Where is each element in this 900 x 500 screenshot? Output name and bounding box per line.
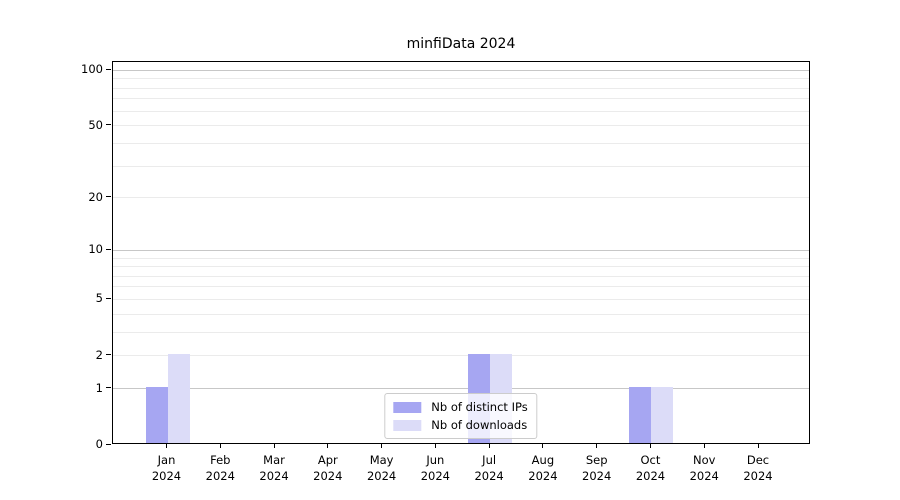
x-label-year: 2024 (259, 469, 289, 483)
y-tick-label-0: 0 (95, 437, 103, 451)
legend-label-1: Nb of downloads (431, 418, 528, 432)
x-label-month: Aug (531, 453, 555, 467)
legend: Nb of distinct IPs Nb of downloads (384, 393, 538, 439)
x-label-month: Feb (210, 453, 231, 467)
x-tick-label-Dec: Dec 2024 (743, 452, 772, 484)
gridline-y-8 (113, 266, 809, 268)
x-label-year: 2024 (420, 469, 450, 483)
x-label-month: Jun (426, 453, 445, 467)
bar-downloads-Jan (167, 353, 190, 443)
x-tick-label-Jan: Jan 2024 (152, 452, 181, 484)
x-label-month: May (369, 453, 394, 467)
x-label-year: 2024 (474, 469, 504, 483)
gridline-y-60 (113, 110, 809, 112)
y-tick-label-100: 100 (81, 62, 103, 77)
x-label-year: 2024 (151, 469, 182, 483)
x-tick-label-Sep: Sep 2024 (582, 452, 611, 484)
gridline-y-100 (113, 69, 809, 71)
gridline-y-3 (113, 331, 809, 333)
gridline-y-7 (113, 275, 809, 277)
legend-entry-0: Nb of distinct IPs (393, 400, 528, 414)
y-tick-5 (106, 297, 111, 299)
gridline-y-80 (113, 87, 809, 89)
x-label-year: 2024 (528, 469, 558, 483)
y-tick-2 (106, 354, 111, 356)
y-tick-100 (106, 68, 111, 70)
x-tick-Mar (273, 444, 275, 448)
x-tick-label-Nov: Nov 2024 (690, 452, 719, 484)
y-tick-label-5: 5 (95, 291, 103, 306)
x-tick-label-May: May 2024 (367, 452, 396, 484)
x-tick-label-Mar: Mar 2024 (259, 452, 288, 484)
x-tick-Jun (434, 444, 436, 448)
x-label-month: Apr (317, 453, 338, 467)
x-label-year: 2024 (635, 469, 666, 483)
plot-area: Nb of distinct IPs Nb of downloads (112, 61, 810, 444)
x-label-year: 2024 (689, 469, 719, 483)
x-label-month: Sep (585, 453, 608, 467)
legend-label-0: Nb of distinct IPs (431, 400, 528, 414)
gridline-y-40 (113, 142, 809, 144)
y-tick-1 (106, 387, 111, 389)
legend-entry-1: Nb of downloads (393, 418, 527, 432)
x-label-year: 2024 (366, 469, 397, 483)
y-tick-label-1: 1 (95, 380, 103, 395)
x-tick-label-Oct: Oct 2024 (636, 452, 665, 484)
x-tick-label-Jun: Jun 2024 (421, 452, 450, 484)
x-label-month: Jan (157, 453, 176, 467)
gridline-y-5 (113, 298, 809, 300)
y-tick-0 (106, 443, 111, 445)
x-tick-Jul (488, 444, 490, 448)
x-tick-Dec (757, 444, 759, 448)
x-tick-May (381, 444, 383, 448)
chart-title: minfiData 2024 (406, 36, 516, 52)
x-tick-Apr (327, 444, 329, 448)
bar-downloads-Oct (651, 386, 674, 443)
x-tick-Oct (649, 444, 651, 448)
gridline-y-30 (113, 165, 809, 167)
y-tick-label-2: 2 (95, 347, 103, 362)
gridline-y-70 (113, 98, 809, 100)
legend-swatch-0 (393, 401, 422, 413)
x-label-month: Oct (640, 453, 661, 467)
gridline-y-20 (113, 197, 809, 199)
x-tick-label-Apr: Apr 2024 (313, 452, 342, 484)
x-tick-label-Feb: Feb 2024 (206, 452, 235, 484)
y-tick-label-10: 10 (88, 242, 103, 257)
x-tick-Feb (219, 444, 221, 448)
x-tick-label-Aug: Aug 2024 (528, 452, 557, 484)
x-label-month: Nov (692, 453, 716, 467)
y-tick-label-20: 20 (88, 189, 103, 204)
bar-distinct-ips-Oct (629, 386, 652, 443)
x-tick-Aug (542, 444, 544, 448)
bar-distinct-ips-Jan (145, 386, 168, 443)
x-tick-Jan (166, 444, 167, 448)
x-label-year: 2024 (743, 469, 773, 483)
y-tick-label-50: 50 (88, 117, 103, 132)
gridline-y-50 (113, 125, 809, 127)
y-tick-20 (106, 196, 111, 198)
gridline-y-6 (113, 286, 809, 288)
gridline-y-9 (113, 257, 809, 259)
x-tick-Sep (596, 444, 598, 448)
x-label-year: 2024 (205, 469, 235, 483)
x-label-month: Dec (746, 453, 770, 467)
x-label-year: 2024 (313, 469, 343, 483)
x-tick-Nov (703, 444, 705, 448)
y-tick-10 (106, 248, 111, 250)
x-label-year: 2024 (582, 469, 612, 483)
legend-swatch-1 (393, 419, 422, 431)
x-label-month: Jul (482, 453, 497, 467)
y-tick-50 (106, 124, 111, 126)
x-label-month: Mar (263, 453, 285, 467)
gridline-y-90 (113, 78, 809, 80)
gridline-y-1 (113, 388, 809, 390)
gridline-y-2 (113, 355, 809, 357)
x-tick-label-Jul: Jul 2024 (474, 452, 503, 484)
gridline-y-10 (113, 249, 809, 251)
gridline-y-4 (113, 313, 809, 315)
